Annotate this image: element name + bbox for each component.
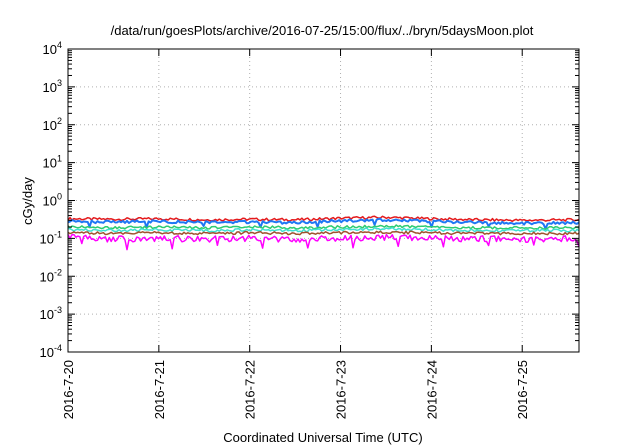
y-axis-label: cGy/day: [20, 177, 35, 225]
y-tick-label: 100: [43, 192, 62, 209]
plot-series: [67, 215, 580, 251]
series-line: [67, 215, 580, 223]
y-tick-label: 10-1: [40, 229, 62, 246]
y-tick-label: 10-4: [40, 343, 62, 360]
x-axis-label: Coordinated Universal Time (UTC): [223, 430, 422, 445]
y-tick-label: 104: [43, 40, 62, 57]
series-line: [67, 230, 580, 236]
y-tick-label: 101: [43, 154, 62, 171]
y-tick-label: 10-2: [40, 267, 62, 284]
y-tick-label: 103: [43, 78, 62, 95]
series-line: [67, 226, 580, 233]
series-line: [67, 217, 580, 230]
x-tick-label: 2016-7-23: [334, 360, 349, 419]
x-tick-label: 2016-7-24: [424, 360, 439, 419]
x-tick-label: 2016-7-21: [152, 360, 167, 419]
y-tick-label: 102: [43, 116, 62, 133]
grid: [68, 49, 579, 352]
series-line: [67, 224, 580, 230]
y-tick-label: 10-3: [40, 305, 62, 322]
series-line: [67, 233, 580, 251]
x-tick-label: 2016-7-25: [515, 360, 530, 419]
x-tick-label: 2016-7-20: [61, 360, 76, 419]
chart-title: /data/run/goesPlots/archive/2016-07-25/1…: [111, 23, 534, 38]
x-tick-label: 2016-7-22: [243, 360, 258, 419]
